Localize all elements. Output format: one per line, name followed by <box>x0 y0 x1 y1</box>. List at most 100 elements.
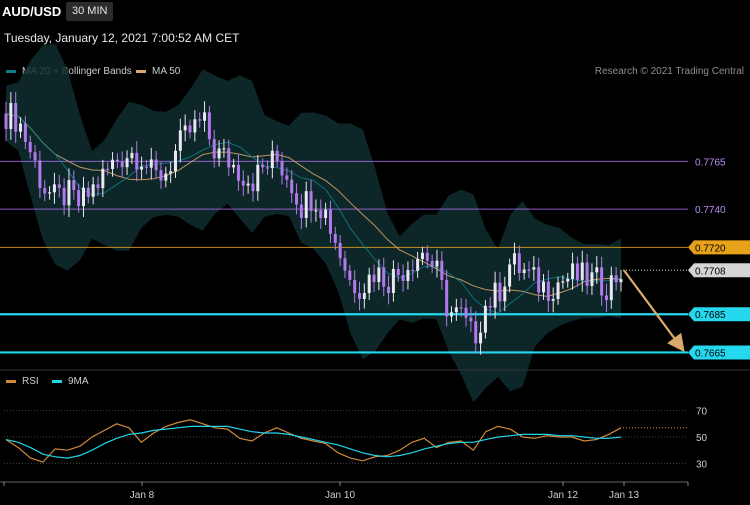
candle-body <box>72 180 76 191</box>
candle-body <box>236 164 240 181</box>
candle-body <box>295 193 299 205</box>
candle-body <box>304 191 308 218</box>
timeframe-button[interactable]: 30 MIN <box>66 2 114 21</box>
candle-body <box>440 260 444 280</box>
candle-body <box>416 259 420 271</box>
legend-ma50-label: MA 50 <box>152 66 181 77</box>
candle-body <box>406 269 410 281</box>
candle-body <box>81 187 85 207</box>
candle-body <box>23 123 27 142</box>
rsi-series-line <box>5 425 622 459</box>
candle-body <box>348 270 352 280</box>
candle-body <box>328 209 332 234</box>
price-tag-label: 0.7685 <box>695 310 726 321</box>
candle-body <box>377 267 381 283</box>
price-tag: 0.7708 <box>688 263 750 278</box>
candle-body <box>280 161 284 176</box>
price-tag-bg <box>688 307 750 322</box>
candle-body <box>111 159 115 169</box>
candle-body <box>561 281 565 283</box>
candle-body <box>450 312 454 317</box>
candle-body <box>435 260 439 267</box>
candle-body <box>9 103 13 129</box>
candle-body <box>464 307 468 318</box>
timestamp: Tuesday, January 12, 2021 7:00:52 AM CET <box>4 31 240 45</box>
candle-body <box>261 164 265 168</box>
research-credit: Research © 2021 Trading Central <box>594 66 744 77</box>
candle-body <box>430 260 434 267</box>
price-tag: 0.7720 <box>688 240 750 255</box>
ma50-line <box>5 113 622 297</box>
legend-ma50: MA 50 <box>136 66 180 77</box>
candle-body <box>556 282 560 300</box>
time-tick-label: Jan 8 <box>130 490 155 501</box>
candle-body <box>445 279 449 317</box>
candle-body <box>425 252 429 261</box>
ma20-line <box>5 113 622 314</box>
price-tag: 0.7685 <box>688 307 750 322</box>
candle-body <box>372 274 376 283</box>
candle-body <box>125 158 129 168</box>
candle-body <box>362 293 366 299</box>
candle-body <box>527 269 531 271</box>
candle-body <box>67 180 71 206</box>
candle-body <box>14 103 18 132</box>
candle-body <box>246 183 250 186</box>
candle-body <box>183 125 187 131</box>
candle-body <box>43 188 47 194</box>
candle-body <box>57 184 61 188</box>
candle-body <box>358 293 362 299</box>
candle-body <box>222 148 226 150</box>
candle-body <box>207 112 211 140</box>
candle-body <box>338 242 342 259</box>
candle-body <box>493 282 497 308</box>
price-tag: 0.7740 <box>695 205 726 216</box>
price-tag-label: 0.7665 <box>695 348 726 359</box>
time-tick-label: Jan 12 <box>548 490 578 501</box>
candle-body <box>367 274 371 294</box>
candle-body <box>532 267 536 270</box>
candle-body <box>454 307 458 313</box>
candle-body <box>115 159 119 162</box>
candle-body <box>483 305 487 333</box>
bollinger-band <box>6 43 621 403</box>
candle-body <box>91 184 95 197</box>
candle-body <box>212 139 216 159</box>
candle-body <box>420 252 424 260</box>
candle-body <box>270 150 274 169</box>
candle-body <box>343 258 347 271</box>
candle-body <box>391 268 395 294</box>
candle-body <box>290 179 294 194</box>
candle-body <box>38 160 42 189</box>
candle-body <box>353 279 357 294</box>
candle-body <box>198 119 202 121</box>
candle-body <box>48 192 52 194</box>
candle-body <box>512 253 516 265</box>
candle-body <box>551 299 555 301</box>
candle-body <box>120 161 124 168</box>
candle-body <box>333 233 337 243</box>
price-tag: 0.7765 <box>695 157 726 168</box>
legend-rsi-label: RSI <box>22 376 39 387</box>
candle-body <box>96 184 100 189</box>
candle-body <box>314 210 318 212</box>
candle-body <box>546 281 550 301</box>
candle-body <box>19 123 23 132</box>
price-tag-label: 0.7765 <box>695 157 726 168</box>
legend-rsi: RSI <box>6 376 39 387</box>
candle-body <box>217 148 221 159</box>
candle-body <box>498 282 502 302</box>
candle-body <box>28 141 32 153</box>
candle-body <box>275 150 279 162</box>
candle-body <box>169 171 173 174</box>
candle-body <box>488 305 492 308</box>
rsi-swatch <box>6 380 16 383</box>
candle-body <box>193 119 197 133</box>
candle-body <box>309 191 313 211</box>
candle-body <box>396 268 400 276</box>
candle-body <box>164 173 168 181</box>
symbol-title: AUD/USD <box>2 4 62 19</box>
candle-body <box>522 269 526 274</box>
candle-body <box>604 295 608 301</box>
candle-body <box>86 187 90 197</box>
